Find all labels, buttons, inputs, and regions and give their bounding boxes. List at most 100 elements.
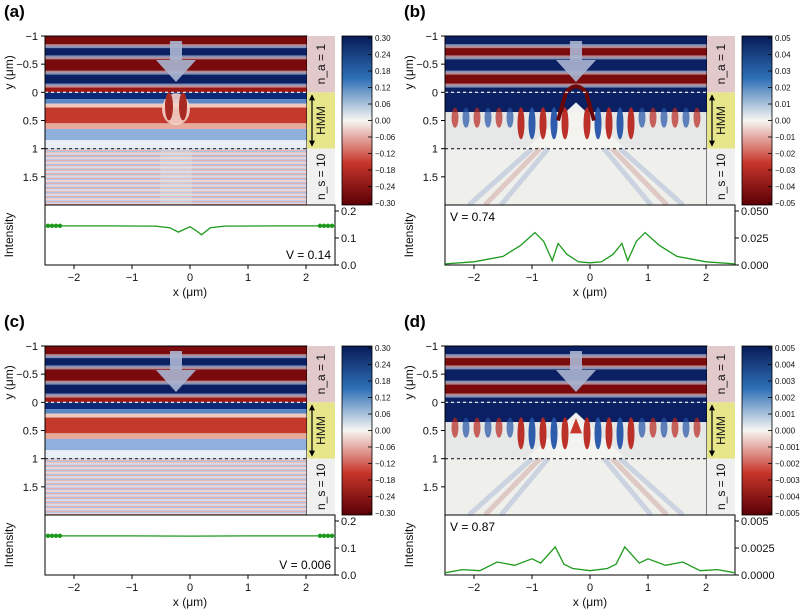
colorbar-gradient [741, 35, 773, 206]
substrate-stripe [45, 160, 307, 161]
substrate-stripe [45, 474, 307, 475]
colorbar-tick-label: 0.18 [375, 67, 391, 76]
substrate-beam [499, 147, 550, 207]
substrate-stripe [45, 467, 307, 469]
substrate-stripe [45, 174, 307, 175]
y-tick-label: −0.5 [416, 59, 438, 71]
substrate-stripe [45, 509, 307, 511]
colorbar: 0.05 0.04 0.03 0.02 0.01 0.00 −0.01 −0.02 −0.03 −… [741, 34, 796, 208]
intensity-plot: 0.050 0.025 0.000 Intensity V = 0.74 [402, 204, 769, 272]
substrate-stripe [45, 479, 307, 480]
intensity-line [444, 545, 736, 574]
arrowhead-down-icon [709, 140, 715, 147]
substrate-stripe [45, 506, 307, 507]
band-edge [445, 393, 707, 398]
intensity-marker [329, 533, 335, 539]
intensity-marker [45, 223, 51, 229]
x-tick-label: 0 [187, 582, 193, 594]
colorbar-tick-label: 0.06 [375, 100, 391, 109]
wave-lobe [550, 107, 558, 140]
colorbar-gradient [741, 345, 773, 516]
x-axis: −2 −1 0 1 2 x (μm) [68, 265, 309, 299]
substrate-stripe [45, 162, 307, 164]
wave-lobe [649, 417, 657, 438]
intensity-marker [321, 533, 327, 539]
intensity-marker [53, 533, 59, 539]
wave-lobe [693, 107, 701, 128]
y-tick-label: −1 [425, 31, 438, 43]
intensity-plot: 0.2 0.1 0.0 Intensity V = 0.006 [2, 514, 356, 582]
y-tick-label: 1.5 [423, 482, 438, 494]
colorbar-tick-label: −0.004 [775, 493, 800, 502]
wave-lobe [473, 107, 481, 128]
x-tick-label: 2 [303, 582, 309, 594]
substrate-stripe [45, 202, 307, 204]
colorbar-tick-label: 0.000 [775, 427, 796, 436]
hmm-band [45, 123, 307, 129]
substrate-stripe [45, 183, 307, 184]
intensity-tick-label: 0.1 [341, 543, 356, 555]
substrate-stripe [45, 463, 307, 465]
hmm-spot [179, 92, 187, 121]
panel-letter: (d) [404, 312, 426, 331]
substrate-stripe [45, 477, 307, 479]
substrate-stripe [45, 498, 307, 499]
x-tick-label: −1 [126, 582, 139, 594]
wave-lobe [517, 107, 525, 140]
y-tick-label: 0 [32, 87, 38, 99]
substrate-stripe [45, 165, 307, 166]
ambient-label: n_a = 1 [314, 354, 328, 395]
substrate-stripe [45, 461, 307, 462]
wave-lobe [671, 107, 679, 128]
substrate-stripe [45, 198, 307, 200]
layer-tags: n_a = 1 HMM n_s = 10 [307, 36, 335, 205]
wave-lobe [583, 107, 591, 140]
substrate-stripe [45, 489, 307, 491]
colorbar-tick-label: −0.06 [375, 443, 396, 452]
substrate-beam [160, 148, 192, 205]
y-tick-label: 1.5 [423, 172, 438, 184]
hmm-lobes [451, 107, 701, 140]
x-axis: −2 −1 0 1 2 x (μm) [68, 575, 309, 609]
substrate-stripe [45, 169, 307, 170]
substrate-stripe [45, 481, 307, 483]
x-tick-label: 0 [587, 582, 593, 594]
wave-lobe [506, 417, 514, 438]
colorbar: 0.005 0.004 0.003 0.002 0.001 0.000 −0.001 −0.0… [741, 344, 800, 518]
y-tick-label: −0.5 [16, 59, 38, 71]
y-tick-label: 0.5 [423, 426, 438, 438]
colorbar-tick-label: 0.00 [375, 427, 391, 436]
y-tick-label: −0.5 [16, 369, 38, 381]
field-map [44, 35, 308, 206]
colorbar-tick-label: 0.24 [375, 51, 391, 60]
ambient-tag-bg [307, 346, 335, 403]
field-map [444, 345, 708, 517]
panel-letter: (b) [404, 2, 426, 21]
colorbar: 0.30 0.24 0.18 0.12 0.06 0.00 −0.06 −0.12 −0.18 −… [341, 34, 396, 208]
colorbar-tick-label: −0.06 [375, 133, 396, 142]
y-axis-label: y (μm) [402, 365, 416, 399]
substrate-stripe [45, 180, 307, 182]
colorbar-tick-label: 0.03 [775, 67, 791, 76]
wave-lobe [627, 417, 635, 450]
substrate-stripe [45, 458, 307, 460]
substrate-beam [483, 456, 542, 517]
substrate-stripe [45, 199, 307, 201]
intensity-tick-label: 0.025 [741, 233, 769, 245]
colorbar-tick-label: 0.12 [375, 84, 391, 93]
substrate-stripe [45, 185, 307, 187]
colorbar-tick-label: 0.00 [775, 117, 791, 126]
substrate-stripe [45, 149, 307, 151]
ambient-label: n_a = 1 [714, 354, 728, 395]
wave-lobe [660, 417, 668, 438]
substrate-beam [483, 146, 542, 207]
substrate-stripe [45, 511, 307, 512]
y-tick-label: 0 [432, 87, 438, 99]
substrate-stripe [45, 161, 307, 163]
y-tick-label: 1 [32, 144, 38, 156]
colorbar-tick-label: −0.001 [775, 443, 800, 452]
y-tick-label: 0 [32, 397, 38, 409]
colorbar-tick-label: −0.04 [775, 183, 796, 192]
